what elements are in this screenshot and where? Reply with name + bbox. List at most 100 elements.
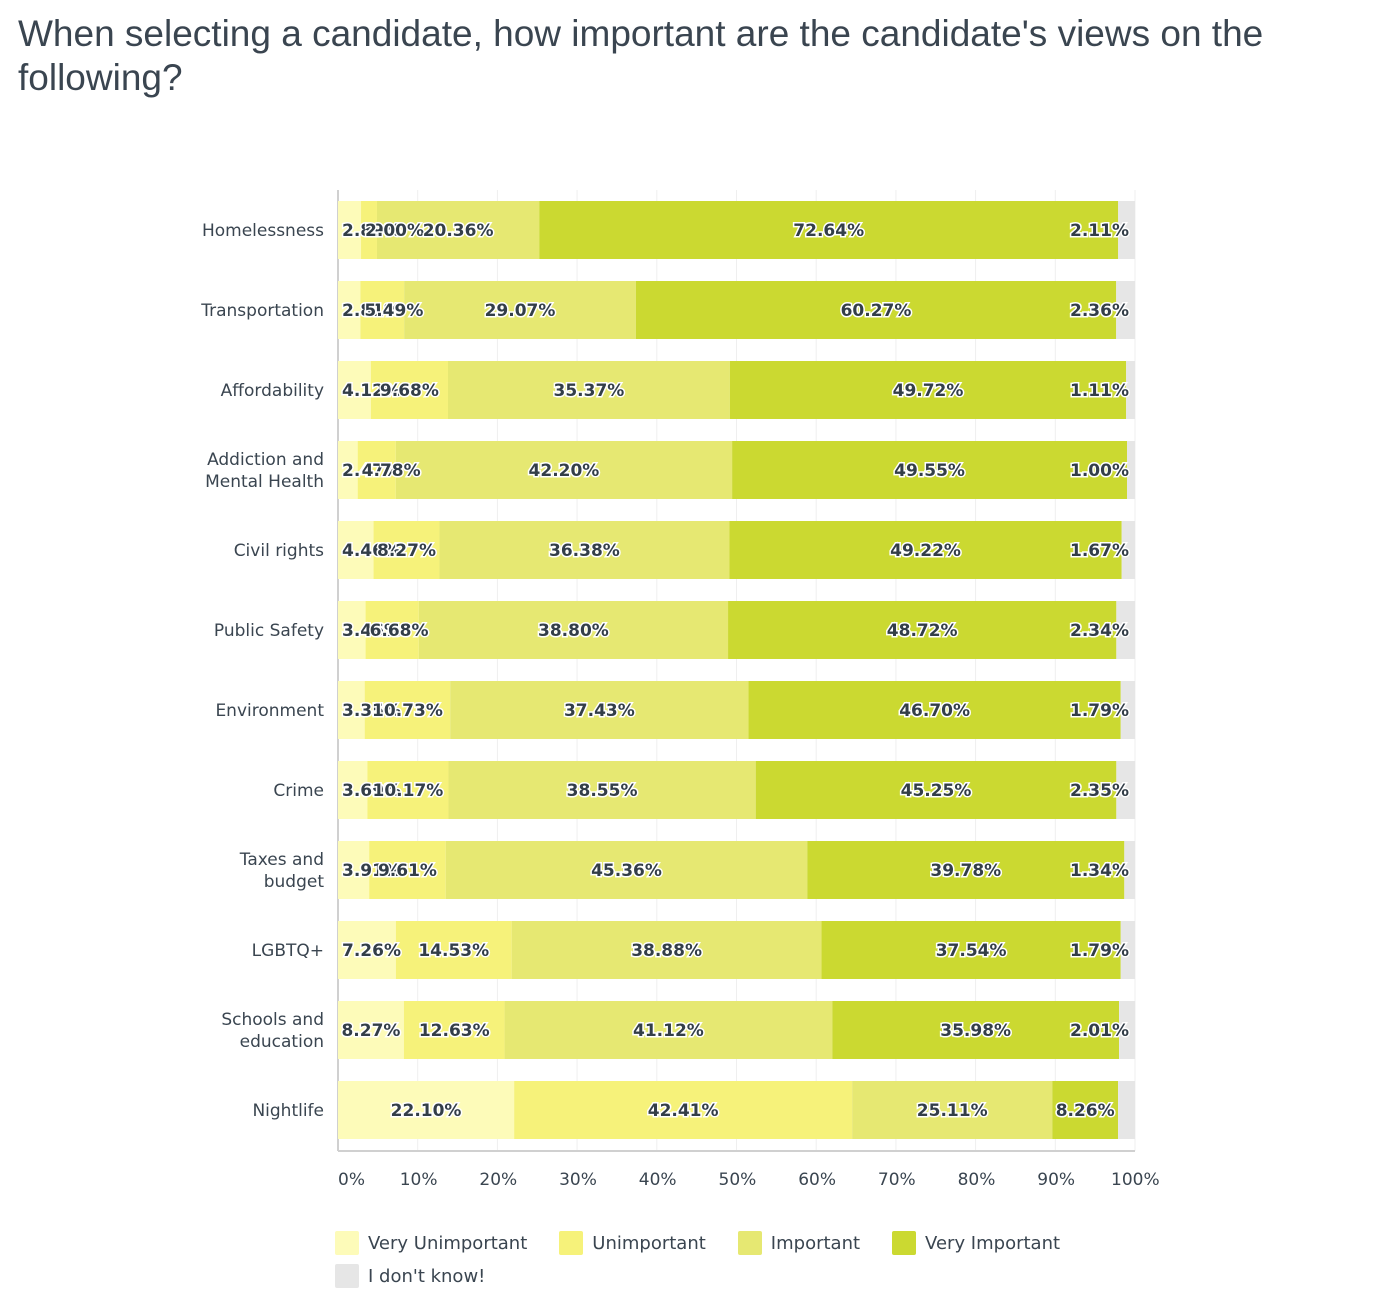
data-label: 39.78% [930,861,1001,881]
bar-segment [360,281,405,339]
legend-item[interactable]: Very Important [892,1227,1060,1259]
legend-swatch [892,1231,917,1255]
category-label: Taxes and [239,850,324,870]
data-label: 35.98% [940,1021,1011,1041]
data-label: 1.79% [1070,701,1129,721]
bar-segment [445,841,808,899]
data-label: 2.47% [342,461,401,481]
data-label: 37.43% [564,701,635,721]
data-label: 10.73% [372,701,443,721]
legend-label: Very Unimportant [368,1232,528,1254]
data-label: 9.61% [378,861,437,881]
bar-segment [370,361,448,419]
data-label: 8.27% [341,1021,400,1041]
bar-segment [448,761,756,819]
data-label: 3.35% [342,701,401,721]
data-label: 35.37% [554,381,625,401]
bar-segment [404,281,636,339]
bar-segment [338,441,358,499]
bar-segment [338,201,362,259]
x-tick-label: 10% [400,1170,438,1190]
stacked-bar-chart: 0% 10% 20% 30% 40% 50% 60% 70% 80% 90% 100%2.89%2.… [200,190,1160,1190]
data-label: 4.12% [342,381,401,401]
legend-item[interactable]: Unimportant [559,1227,706,1259]
legend-label: Important [770,1232,861,1254]
x-tick-label: 0% [338,1170,365,1190]
category-label: education [240,1032,324,1052]
bar-segment [338,1001,404,1059]
legend: Very Unimportant Unimportant Important Very… [335,1227,1135,1293]
data-label: 2.01% [1070,1021,1129,1041]
bar-segment [447,361,730,419]
bar-segment [338,601,366,659]
bar-segment [403,1001,505,1059]
legend-item[interactable]: Important [737,1227,861,1259]
data-label: 20.36% [423,221,494,241]
data-label: 14.53% [418,941,489,961]
data-label: 8.26% [1056,1101,1115,1121]
x-tick-label: 60% [798,1170,836,1190]
bar-segment [755,761,1117,819]
bar-segment [367,761,449,819]
data-label: 1.11% [1070,381,1129,401]
bar-segment [1118,201,1135,259]
data-label: 1.34% [1070,861,1129,881]
x-tick-label: 30% [559,1170,597,1190]
category-label: Transportation [200,301,324,321]
bar-segment [1119,1001,1136,1059]
bar-segment [729,361,1127,419]
data-label: 8.27% [377,541,436,561]
category-label: budget [264,872,325,892]
bar-segment [514,1081,853,1139]
category-label: Civil rights [234,541,324,561]
x-tick-label: 40% [639,1170,677,1190]
data-label: 49.72% [893,381,964,401]
legend-swatch [335,1231,359,1255]
legend-swatch [559,1231,584,1255]
data-label: 49.22% [890,541,961,561]
x-tick-label: 50% [719,1170,757,1190]
category-label: Affordability [221,381,324,401]
bar-segment [450,681,749,739]
x-tick-label: 100% [1111,1170,1160,1190]
data-label: 6.68% [370,621,429,641]
bar-segment [732,441,1128,499]
bar-segment [635,281,1117,339]
bar-segment [369,841,446,899]
category-label: Public Safety [214,621,324,641]
data-label: 4.78% [362,461,421,481]
data-label: 3.91% [342,861,401,881]
bar-segment [539,201,1119,259]
bar-segment [1116,281,1135,339]
data-label: 72.64% [793,221,864,241]
bar-segment [338,361,371,419]
bar-segment [395,921,512,979]
bar-segment [1127,441,1135,499]
bar-segment [1116,761,1136,819]
bar-segment [338,681,365,739]
data-label: 3.46% [342,621,401,641]
data-label: 37.54% [936,941,1007,961]
data-label: 2.89% [342,221,401,241]
bar-segment [729,521,1122,579]
x-tick-label: 80% [958,1170,996,1190]
category-label: Addiction and [207,450,324,470]
data-label: 42.20% [529,461,600,481]
bar-segment [361,201,377,259]
bar-segment [1120,681,1135,739]
bar-segment [338,921,396,979]
x-tick-label: 90% [1037,1170,1075,1190]
legend-swatch [335,1264,359,1288]
bar-segment [1124,841,1135,899]
data-label: 7.26% [342,941,401,961]
data-label: 42.41% [648,1101,719,1121]
bar-segment [357,441,396,499]
data-label: 2.00% [365,221,424,241]
bar-segment [1116,601,1135,659]
data-label: 60.27% [841,301,912,321]
data-label: 9.68% [380,381,439,401]
legend-item[interactable]: I don't know! [335,1260,485,1292]
category-label: Environment [215,701,324,721]
legend-item[interactable]: Very Unimportant [335,1227,527,1259]
data-label: 49.55% [894,461,965,481]
